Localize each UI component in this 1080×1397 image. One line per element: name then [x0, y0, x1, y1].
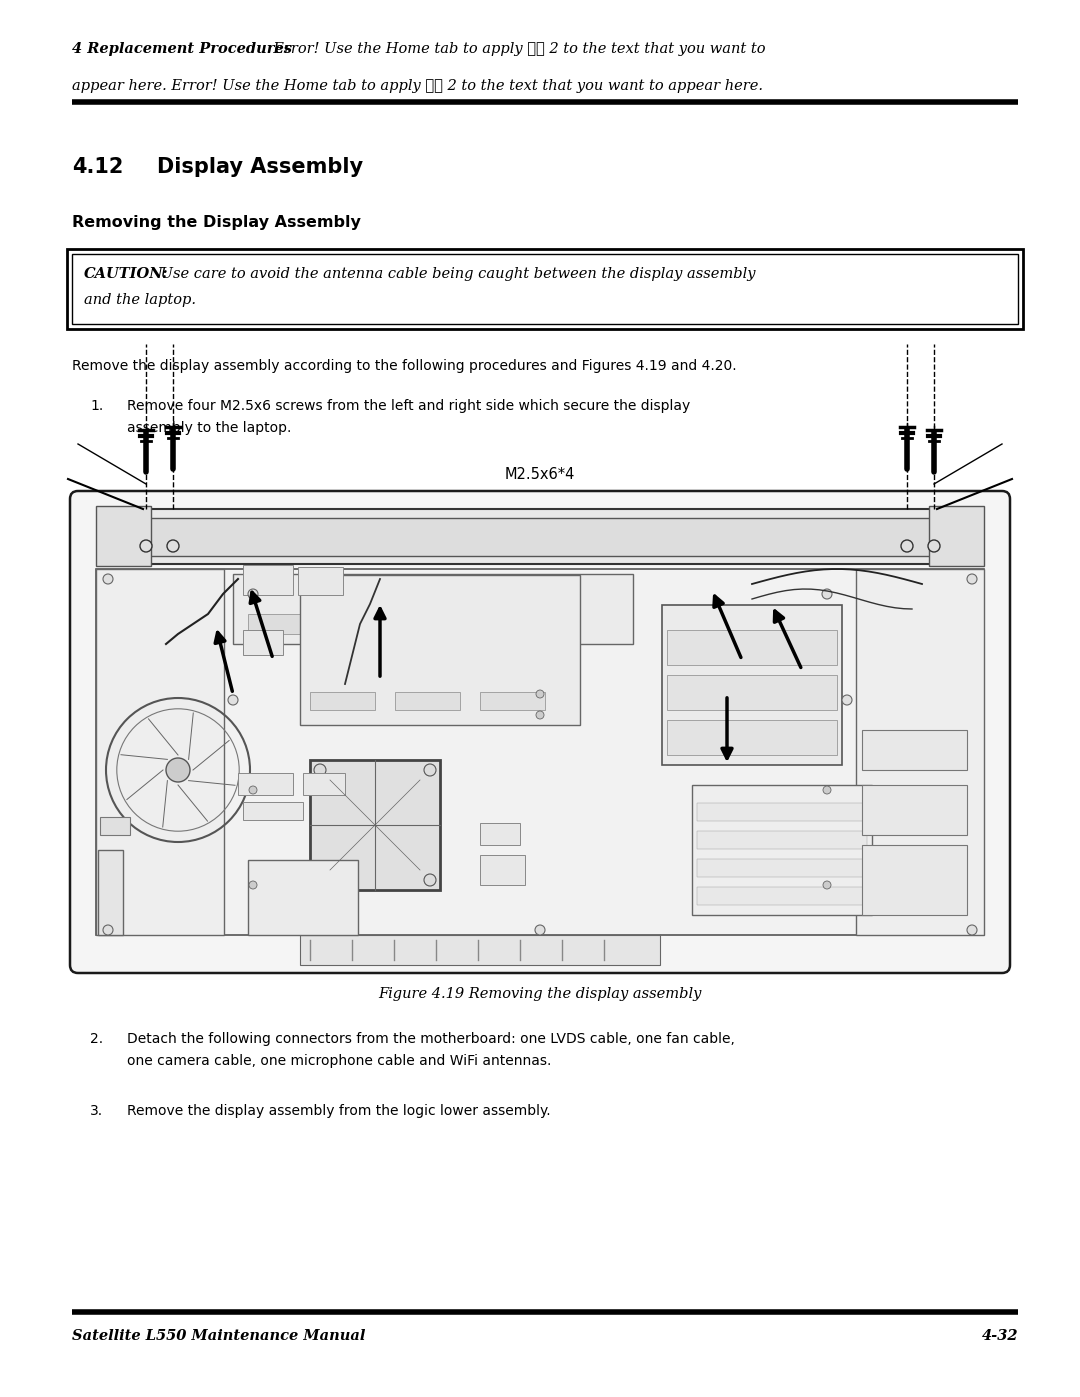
Bar — [67, 249, 1023, 330]
Bar — [667, 675, 837, 710]
Circle shape — [823, 882, 831, 888]
Circle shape — [536, 690, 544, 698]
Bar — [662, 605, 842, 766]
Bar — [98, 849, 123, 935]
Text: assembly to the laptop.: assembly to the laptop. — [127, 420, 292, 434]
Text: M2.5x6*4: M2.5x6*4 — [504, 467, 576, 482]
Text: 4-32: 4-32 — [982, 1329, 1018, 1343]
Circle shape — [228, 694, 238, 705]
Bar — [243, 630, 283, 655]
Text: Detach the following connectors from the motherboard: one LVDS cable, one fan ca: Detach the following connectors from the… — [127, 1032, 734, 1046]
Bar — [395, 692, 460, 710]
Bar — [697, 803, 867, 821]
Text: appear here. Error! Use the Home tab to apply 標題 2 to the text that you want to : appear here. Error! Use the Home tab to … — [72, 80, 762, 94]
Bar — [300, 935, 660, 965]
Circle shape — [424, 764, 436, 775]
Circle shape — [248, 590, 258, 599]
Bar — [697, 887, 867, 905]
Bar — [480, 692, 545, 710]
Circle shape — [967, 925, 977, 935]
Bar — [108, 518, 972, 556]
Bar — [862, 731, 967, 770]
Bar — [233, 574, 633, 644]
Bar — [697, 831, 867, 849]
Bar — [248, 861, 357, 935]
FancyBboxPatch shape — [70, 490, 1010, 972]
Circle shape — [249, 787, 257, 793]
Circle shape — [822, 590, 832, 599]
Bar — [243, 802, 303, 820]
Circle shape — [901, 541, 913, 552]
Text: 4 Replacement Procedures: 4 Replacement Procedures — [72, 42, 292, 56]
Text: Removing the Display Assembly: Removing the Display Assembly — [72, 215, 361, 231]
Bar — [72, 254, 1018, 324]
Text: 3.: 3. — [90, 1104, 103, 1118]
Circle shape — [167, 541, 179, 552]
Bar — [856, 569, 984, 935]
Bar — [338, 615, 399, 634]
Text: Remove the display assembly according to the following procedures and Figures 4.: Remove the display assembly according to… — [72, 359, 737, 373]
Bar — [667, 719, 837, 754]
Circle shape — [536, 711, 544, 719]
Bar — [243, 564, 293, 595]
Circle shape — [140, 541, 152, 552]
Bar — [96, 569, 224, 935]
Text: Remove the display assembly from the logic lower assembly.: Remove the display assembly from the log… — [127, 1104, 551, 1118]
Circle shape — [535, 925, 545, 935]
Circle shape — [823, 787, 831, 793]
Bar — [929, 506, 984, 566]
Circle shape — [424, 875, 436, 886]
Text: Remove four M2.5x6 screws from the left and right side which secure the display: Remove four M2.5x6 screws from the left … — [127, 400, 690, 414]
Text: Display Assembly: Display Assembly — [157, 156, 363, 177]
Bar — [310, 760, 440, 890]
Circle shape — [928, 541, 940, 552]
Text: Figure 4.19 Removing the display assembly: Figure 4.19 Removing the display assembl… — [378, 988, 702, 1002]
Circle shape — [249, 882, 257, 888]
Bar — [310, 692, 375, 710]
Text: and the laptop.: and the laptop. — [84, 293, 195, 307]
Bar — [480, 823, 519, 845]
Bar — [692, 785, 872, 915]
Circle shape — [314, 764, 326, 775]
Bar — [480, 855, 525, 886]
Bar — [300, 576, 580, 725]
Bar — [238, 773, 293, 795]
Bar — [697, 859, 867, 877]
Text: one camera cable, one microphone cable and WiFi antennas.: one camera cable, one microphone cable a… — [127, 1053, 552, 1067]
Text: CAUTION:: CAUTION: — [84, 267, 168, 281]
Circle shape — [103, 925, 113, 935]
Bar — [428, 615, 488, 634]
Circle shape — [166, 759, 190, 782]
Bar — [862, 785, 967, 835]
Bar — [298, 567, 343, 595]
Text: Error! Use the Home tab to apply 標題 2 to the text that you want to: Error! Use the Home tab to apply 標題 2 to… — [264, 42, 766, 56]
Bar — [303, 773, 345, 795]
Bar — [667, 630, 837, 665]
Bar — [100, 817, 130, 835]
Text: Use care to avoid the antenna cable being caught between the display assembly: Use care to avoid the antenna cable bein… — [156, 267, 756, 281]
Bar — [518, 615, 578, 634]
Bar — [862, 845, 967, 915]
Bar — [98, 509, 982, 564]
Circle shape — [103, 574, 113, 584]
Text: 2.: 2. — [90, 1032, 103, 1046]
Circle shape — [842, 694, 852, 705]
Text: Satellite L550 Maintenance Manual: Satellite L550 Maintenance Manual — [72, 1329, 365, 1343]
Circle shape — [314, 875, 326, 886]
Text: 1.: 1. — [90, 400, 104, 414]
Bar — [96, 506, 151, 566]
Text: 4.12: 4.12 — [72, 156, 123, 177]
Circle shape — [532, 657, 548, 672]
Bar — [248, 615, 308, 634]
Bar — [96, 569, 984, 935]
Circle shape — [967, 574, 977, 584]
